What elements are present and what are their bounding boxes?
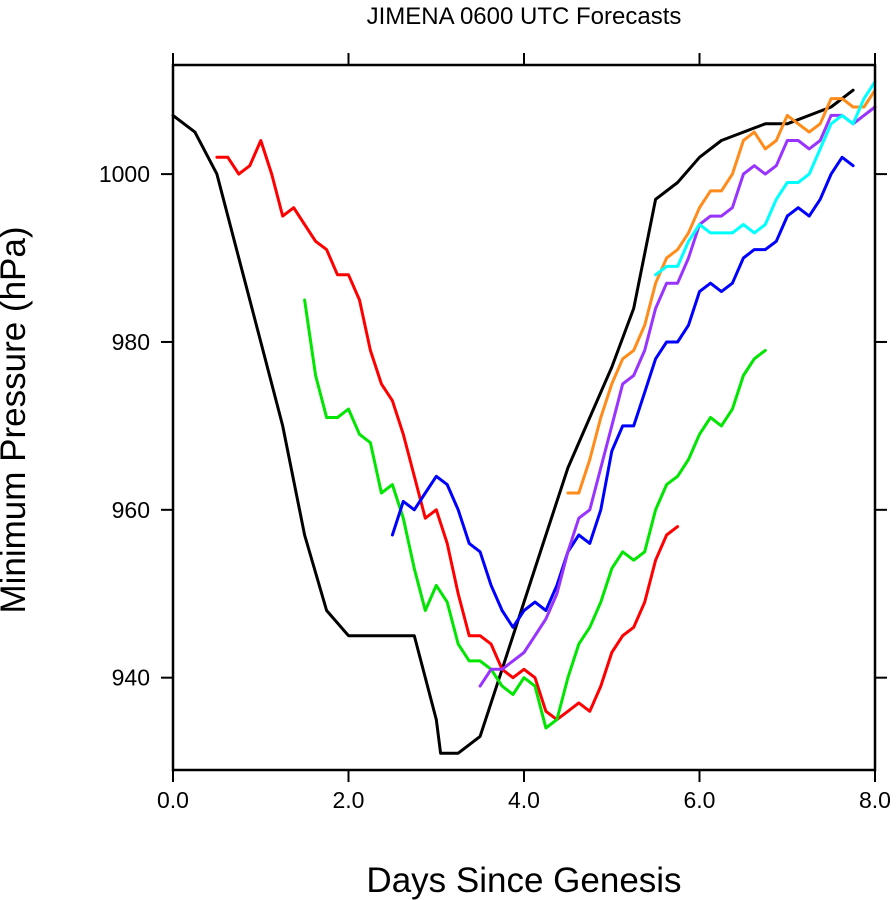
- x-tick-label: 8.0: [859, 787, 891, 813]
- series-layer: [171, 80, 877, 755]
- tick-layer: 0.0 2.0 4.0 6.0 8.0 940 960 980 1000: [99, 53, 891, 813]
- x-tick-label: 6.0: [684, 787, 716, 813]
- y-tick-label: 940: [112, 665, 150, 691]
- series-line-3: [303, 298, 767, 730]
- series-line-7: [654, 80, 877, 277]
- series-line-4: [390, 155, 855, 629]
- chart-title: JIMENA 0600 UTC Forecasts: [367, 3, 682, 30]
- y-tick-label: 960: [112, 497, 150, 523]
- x-tick-label: 0.0: [157, 787, 189, 813]
- x-tick-label: 4.0: [508, 787, 540, 813]
- x-tick-label: 2.0: [333, 787, 365, 813]
- x-axis-title: Days Since Genesis: [366, 861, 681, 900]
- y-tick-label: 980: [112, 329, 150, 355]
- y-tick-label: 1000: [99, 161, 150, 187]
- series-line-6: [566, 88, 877, 495]
- y-axis-title: Minimum Pressure (hPa): [0, 226, 33, 613]
- series-line-2: [215, 139, 680, 722]
- series-line-5: [478, 105, 877, 688]
